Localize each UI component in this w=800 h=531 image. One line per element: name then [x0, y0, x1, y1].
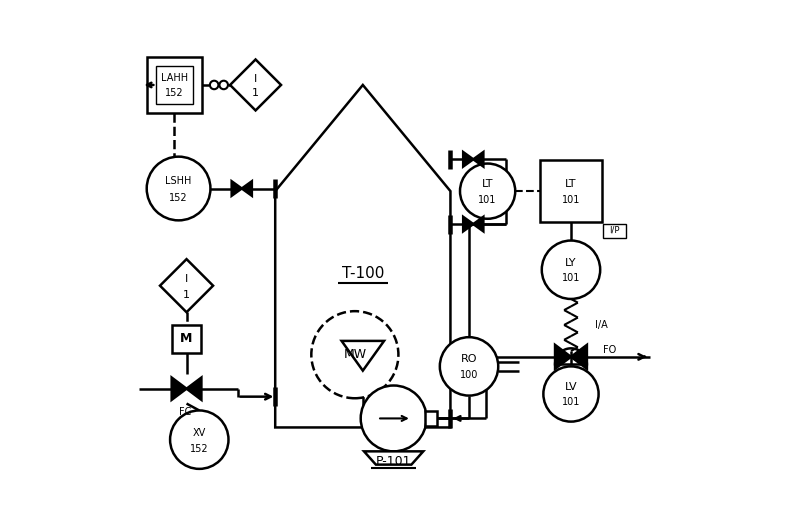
- Polygon shape: [342, 341, 384, 371]
- Polygon shape: [242, 181, 252, 196]
- Circle shape: [543, 366, 598, 422]
- Circle shape: [210, 81, 218, 89]
- Text: LT: LT: [566, 179, 577, 189]
- Circle shape: [311, 311, 398, 398]
- Bar: [540, 160, 602, 222]
- Circle shape: [146, 157, 210, 220]
- Text: LAHH: LAHH: [161, 73, 188, 82]
- Text: RO: RO: [461, 355, 478, 364]
- Polygon shape: [186, 378, 202, 400]
- Text: 152: 152: [190, 444, 209, 453]
- Circle shape: [542, 241, 600, 299]
- Polygon shape: [474, 152, 483, 167]
- Text: I/A: I/A: [595, 320, 608, 330]
- Polygon shape: [160, 259, 213, 312]
- Bar: [146, 57, 202, 113]
- Text: LT: LT: [482, 179, 494, 189]
- Text: 100: 100: [460, 371, 478, 380]
- Polygon shape: [172, 378, 186, 400]
- Circle shape: [440, 337, 498, 396]
- Circle shape: [219, 81, 228, 89]
- Bar: [172, 325, 202, 353]
- Text: MW: MW: [343, 348, 366, 361]
- Circle shape: [543, 164, 598, 219]
- Text: 152: 152: [170, 193, 188, 202]
- Bar: [603, 224, 626, 238]
- Polygon shape: [232, 181, 242, 196]
- Text: LV: LV: [565, 382, 578, 392]
- Text: I: I: [185, 274, 188, 284]
- Polygon shape: [275, 85, 450, 427]
- Text: I: I: [254, 74, 257, 83]
- Text: FO: FO: [603, 346, 616, 355]
- Text: T-100: T-100: [342, 266, 384, 281]
- Bar: [426, 411, 437, 426]
- Text: P-101: P-101: [376, 456, 411, 468]
- Circle shape: [361, 386, 426, 451]
- Polygon shape: [474, 217, 483, 232]
- Circle shape: [460, 164, 515, 219]
- Text: 101: 101: [562, 398, 580, 407]
- Text: 101: 101: [562, 195, 580, 204]
- Text: 1: 1: [183, 290, 190, 299]
- Text: FC: FC: [178, 407, 191, 417]
- Text: 152: 152: [165, 88, 184, 98]
- Polygon shape: [230, 59, 281, 110]
- Text: 101: 101: [478, 195, 497, 204]
- Text: LY: LY: [566, 258, 577, 268]
- Polygon shape: [571, 345, 587, 369]
- Polygon shape: [364, 451, 423, 465]
- Polygon shape: [463, 152, 474, 167]
- Text: 101: 101: [562, 273, 580, 283]
- Text: 1: 1: [252, 89, 259, 98]
- Bar: [155, 66, 193, 104]
- Text: I/P: I/P: [610, 226, 620, 235]
- Circle shape: [170, 410, 229, 469]
- Text: LSHH: LSHH: [166, 176, 192, 186]
- Polygon shape: [555, 345, 571, 369]
- Polygon shape: [463, 217, 474, 232]
- Text: XV: XV: [193, 428, 206, 438]
- Text: M: M: [180, 332, 193, 345]
